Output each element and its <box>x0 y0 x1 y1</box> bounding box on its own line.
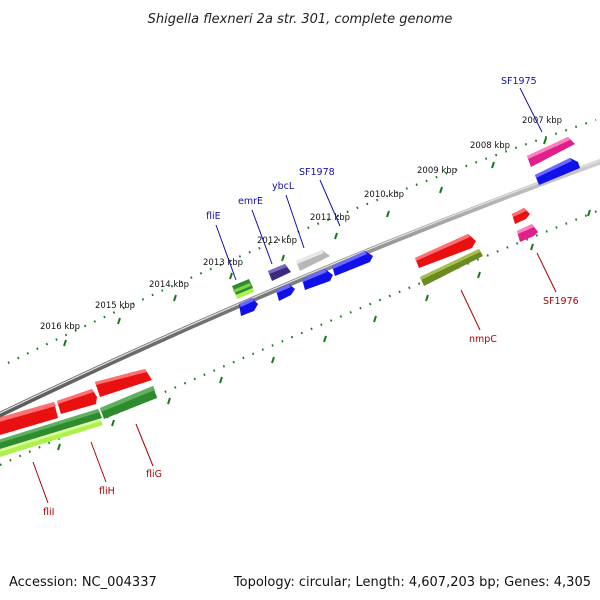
gene-label-flih[interactable]: fliH <box>99 486 115 497</box>
genome-backbone <box>0 158 600 418</box>
gene-arrow <box>0 402 58 435</box>
gene-label-flig[interactable]: fliG <box>146 469 162 480</box>
gene-label-sf1976[interactable]: SF1976 <box>543 296 579 307</box>
gene-arrow <box>302 269 333 290</box>
gene-labels: fliE emrE ybcL SF1978 SF1975 SF1976 nmpC… <box>43 76 579 518</box>
gene-label-sf1975[interactable]: SF1975 <box>501 76 537 87</box>
gene-arrow <box>239 298 258 316</box>
tick-label: 2014 kbp <box>149 280 189 290</box>
gene-arrow <box>296 250 330 271</box>
gene-arrow <box>332 251 373 276</box>
tick-label: 2016 kbp <box>40 322 80 332</box>
gene-label-emre[interactable]: emrE <box>238 196 263 207</box>
tick-label: 2011 kbp <box>310 213 350 223</box>
tick-label: 2013 kbp <box>203 258 243 268</box>
map-title: Shigella flexneri 2a str. 301, complete … <box>148 12 453 27</box>
gene-arrow <box>0 409 102 449</box>
gene-arrow <box>415 234 476 268</box>
tick-label: 2007 kbp <box>522 116 562 126</box>
gene-arrow <box>57 389 97 414</box>
lower-strand-genes <box>0 369 157 457</box>
tick-label: 2012 kbp <box>257 236 297 246</box>
gene-arrow <box>100 386 157 419</box>
gene-arrow <box>420 249 483 286</box>
gene-label-nmpc[interactable]: nmpC <box>469 334 497 345</box>
genome-summary-text: Topology: circular; Length: 4,607,203 bp… <box>233 575 591 590</box>
leader-lines <box>32 87 557 504</box>
gene-arrow <box>512 208 530 224</box>
gene-arrow <box>232 279 254 299</box>
gene-label-flie[interactable]: fliE <box>206 211 221 222</box>
scale-tick-labels: 2016 kbp 2015 kbp 2014 kbp 2013 kbp 2012… <box>40 116 562 332</box>
gene-arrow <box>527 137 575 167</box>
tick-label: 2015 kbp <box>95 301 135 311</box>
tick-label: 2010 kbp <box>364 190 404 200</box>
tick-label: 2008 kbp <box>470 141 510 151</box>
major-ticks-bottom <box>57 209 591 451</box>
gene-label-ybcl[interactable]: ybcL <box>272 181 295 192</box>
tick-label: 2009 kbp <box>417 166 457 176</box>
upper-strand-genes <box>232 137 580 316</box>
gene-label-flii[interactable]: fliI <box>43 507 54 518</box>
gene-arrow <box>95 369 152 397</box>
gene-arrow <box>268 264 291 281</box>
accession-text: Accession: NC_004337 <box>9 575 157 590</box>
gene-arrow <box>0 419 103 457</box>
major-ticks-top <box>63 137 547 347</box>
gene-label-sf1978[interactable]: SF1978 <box>299 167 335 178</box>
gene-arrow <box>535 158 580 185</box>
gene-arrow <box>276 284 295 301</box>
gene-arrow <box>517 224 538 242</box>
